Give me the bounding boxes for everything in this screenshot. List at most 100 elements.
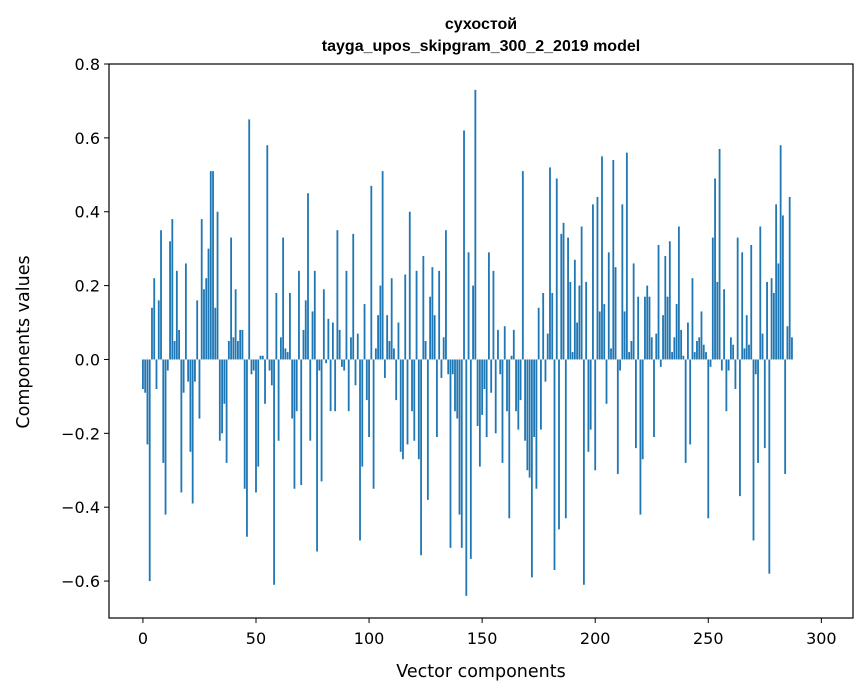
bar-8 <box>160 230 162 360</box>
bar-115 <box>402 359 404 460</box>
bar-119 <box>411 359 413 412</box>
bar-13 <box>171 219 174 360</box>
bar-196 <box>585 281 588 360</box>
bar-238 <box>680 329 683 360</box>
bar-275 <box>763 359 766 449</box>
bar-227 <box>655 333 658 360</box>
bar-221 <box>641 359 644 460</box>
x-tick-label: 100 <box>354 629 385 648</box>
bar-122 <box>417 359 420 460</box>
bar-11 <box>166 359 169 371</box>
bar-280 <box>775 204 778 360</box>
bar-239 <box>682 355 685 360</box>
bar-237 <box>677 226 680 360</box>
bar-68 <box>295 359 298 412</box>
bar-274 <box>761 333 764 360</box>
bar-59 <box>275 292 278 360</box>
bar-63 <box>284 348 287 360</box>
bar-78 <box>318 359 321 371</box>
bar-189 <box>569 281 572 360</box>
bar-243 <box>691 278 694 360</box>
bar-9 <box>162 359 165 463</box>
bar-73 <box>307 193 309 360</box>
bar-57 <box>270 359 273 386</box>
bar-188 <box>567 237 569 360</box>
bar-197 <box>587 359 590 452</box>
x-tick-label: 150 <box>467 629 498 648</box>
bar-192 <box>576 322 579 360</box>
y-axis-ticks: −0.6 −0.4 −0.2 0.0 0.2 0.4 0.6 0.8 <box>61 55 109 591</box>
bar-3 <box>148 359 151 582</box>
bar-47 <box>248 119 251 360</box>
y-tick-label: 0.0 <box>75 350 100 369</box>
bar-279 <box>772 292 775 360</box>
bar-104 <box>377 315 380 360</box>
plot-frame <box>108 63 854 619</box>
bar-176 <box>540 359 542 430</box>
bar-242 <box>689 359 692 445</box>
bar-126 <box>426 359 429 500</box>
bar-127 <box>429 296 432 360</box>
bar-129 <box>433 315 436 360</box>
bar-173 <box>533 359 536 438</box>
bar-167 <box>519 359 522 401</box>
bar-204 <box>603 304 606 360</box>
bar-201 <box>596 196 599 360</box>
bar-51 <box>257 359 260 467</box>
bar-261 <box>732 344 735 360</box>
bar-214 <box>625 152 628 360</box>
bar-111 <box>393 348 395 360</box>
y-tick-label: 0.6 <box>75 129 100 148</box>
bar-226 <box>653 359 655 438</box>
bar-220 <box>639 359 642 515</box>
bar-130 <box>436 359 438 438</box>
bar-5 <box>153 278 156 360</box>
bar-185 <box>560 233 563 360</box>
bar-52 <box>259 355 262 360</box>
x-tick-label: 50 <box>246 629 266 648</box>
bar-216 <box>630 341 633 360</box>
bar-84 <box>331 322 334 360</box>
bar-48 <box>250 359 253 375</box>
bar-121 <box>415 270 418 360</box>
bar-19 <box>184 263 187 360</box>
bar-100 <box>368 359 370 438</box>
bar-178 <box>544 359 547 382</box>
bar-74 <box>309 359 312 441</box>
bar-58 <box>273 359 275 585</box>
bar-246 <box>698 337 701 360</box>
bar-70 <box>300 359 303 486</box>
bar-273 <box>759 226 762 360</box>
bar-53 <box>261 355 264 360</box>
bar-131 <box>438 270 441 360</box>
bar-49 <box>252 359 255 371</box>
bar-278 <box>770 278 773 360</box>
bar-79 <box>320 359 323 482</box>
bar-170 <box>526 359 529 471</box>
bar-253 <box>714 178 716 360</box>
bar-128 <box>431 267 434 360</box>
bar-211 <box>619 359 621 371</box>
bar-95 <box>356 333 359 360</box>
y-tick-label: −0.6 <box>61 572 100 591</box>
bar-217 <box>632 263 635 360</box>
bar-260 <box>729 337 732 360</box>
bar-28 <box>205 278 208 360</box>
bar-50 <box>255 359 257 493</box>
bar-266 <box>743 348 746 360</box>
bar-112 <box>395 359 398 401</box>
bar-164 <box>512 329 515 360</box>
bar-6 <box>155 359 158 390</box>
bar-263 <box>736 237 739 360</box>
bar-240 <box>684 359 687 463</box>
bar-286 <box>788 196 791 360</box>
bar-65 <box>289 292 291 360</box>
bar-172 <box>530 359 533 578</box>
bar-20 <box>187 359 190 382</box>
bar-41 <box>234 289 237 360</box>
bar-169 <box>524 359 526 441</box>
bar-110 <box>390 278 393 360</box>
bar-147 <box>474 89 477 360</box>
bar-97 <box>361 359 364 467</box>
bar-12 <box>169 241 171 360</box>
